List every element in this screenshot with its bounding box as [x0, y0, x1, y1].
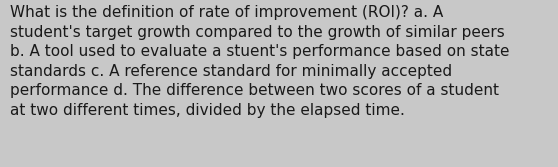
Text: What is the definition of rate of improvement (ROI)? a. A
student's target growt: What is the definition of rate of improv…: [10, 5, 509, 118]
